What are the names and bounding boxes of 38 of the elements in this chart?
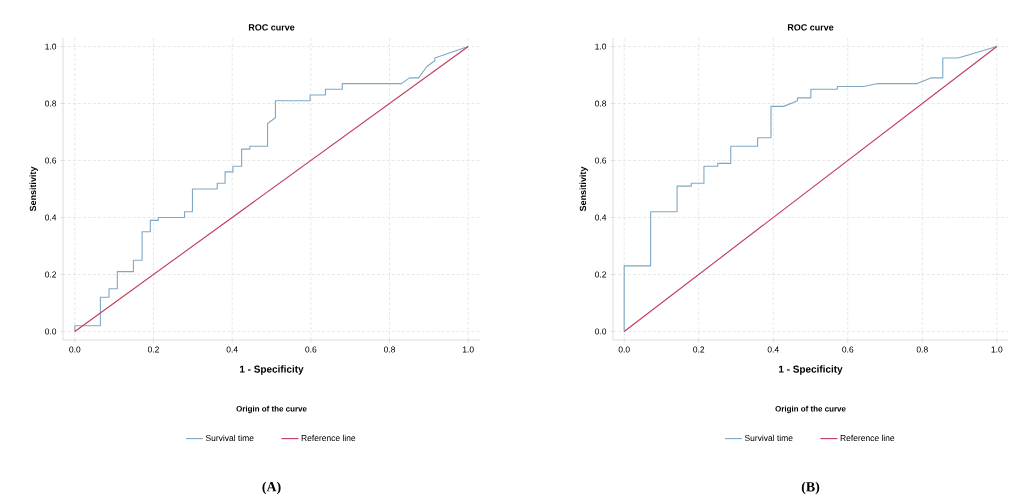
x-tick-label: 0.0 [618, 346, 630, 353]
legend-label: Survival time [205, 434, 254, 442]
x-tick-label: 1.0 [462, 346, 474, 353]
y-tick-label: 0.6 [595, 157, 607, 164]
x-axis-title: 1 - Specificity [779, 365, 843, 375]
x-axis-title: 1 - Specificity [240, 365, 304, 375]
x-tick-label: 0.4 [767, 346, 779, 353]
y-tick-label: 1.0 [595, 43, 607, 50]
x-tick-label: 0.8 [383, 346, 396, 353]
x-tick-label: 0.8 [916, 346, 928, 353]
y-tick-label: 0.2 [595, 271, 607, 278]
y-tick-label: 0.6 [45, 157, 57, 164]
x-tick-label: 1.0 [991, 346, 1003, 353]
x-tick-label: 0.0 [69, 346, 81, 353]
text: (A) [262, 481, 281, 495]
y-tick-label: 0.0 [595, 328, 607, 335]
line-series [74, 46, 469, 333]
chart-title: ROC curve [787, 24, 834, 31]
y-tick-label: 0.8 [45, 100, 57, 107]
y-axis-title: Sensitivity [579, 166, 588, 212]
x-tick-label: 0.2 [693, 346, 705, 353]
y-tick-label: 0.8 [595, 100, 607, 107]
x-tick-label: 0.6 [842, 346, 854, 353]
x-tick-label: 0.6 [305, 346, 317, 353]
x-tick-label: 0.2 [147, 346, 159, 353]
line-series [623, 46, 998, 333]
legend-label: Reference line [840, 434, 895, 442]
y-tick-label: 0.4 [45, 214, 57, 221]
legend-label: Survival time [744, 434, 793, 442]
y-tick-label: 0.4 [595, 214, 607, 221]
y-axis-title: Sensitivity [29, 166, 38, 212]
y-tick-label: 0.2 [45, 271, 57, 278]
y-tick-label: 1.0 [45, 43, 57, 50]
text: (B) [801, 481, 820, 495]
chart-title: ROC curve [248, 24, 295, 31]
x-tick-label: 0.4 [226, 346, 238, 353]
y-tick-label: 0.0 [45, 328, 57, 335]
legend-label: Reference line [301, 434, 356, 442]
